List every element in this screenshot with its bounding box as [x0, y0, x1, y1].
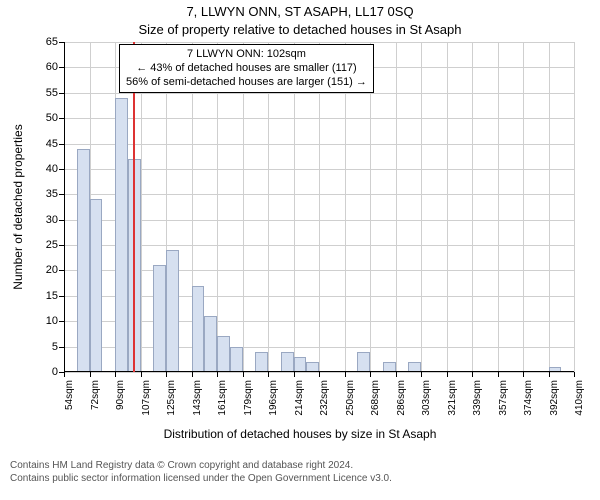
- histogram-bar: [230, 347, 243, 372]
- xtick-label: 374sqm: [523, 380, 534, 430]
- histogram-bar: [90, 199, 103, 372]
- xtick-label: 357sqm: [498, 380, 509, 430]
- xtick-mark: [447, 372, 448, 377]
- xtick-label: 392sqm: [549, 380, 560, 430]
- xtick-label: 107sqm: [141, 380, 152, 430]
- histogram-bar: [217, 336, 230, 372]
- ytick-label: 60: [36, 61, 58, 73]
- xtick-mark: [574, 372, 575, 377]
- xtick-mark: [421, 372, 422, 377]
- ytick-label: 35: [36, 188, 58, 200]
- histogram-bar: [115, 98, 128, 372]
- infobox-line3: 56% of semi-detached houses are larger (…: [126, 76, 367, 90]
- xtick-mark: [472, 372, 473, 377]
- xtick-label: 196sqm: [268, 380, 279, 430]
- ytick-label: 55: [36, 87, 58, 99]
- xtick-label: 250sqm: [345, 380, 356, 430]
- histogram-bar: [77, 149, 90, 372]
- ytick-label: 50: [36, 112, 58, 124]
- ytick-label: 0: [36, 366, 58, 378]
- histogram-bar: [281, 352, 294, 372]
- xtick-mark: [243, 372, 244, 377]
- xtick-mark: [192, 372, 193, 377]
- histogram-bar: [204, 316, 217, 372]
- ytick-label: 45: [36, 138, 58, 150]
- gridline-v: [574, 42, 575, 372]
- property-infobox: 7 LLWYN ONN: 102sqm ← 43% of detached ho…: [119, 44, 374, 93]
- ytick-label: 30: [36, 214, 58, 226]
- xtick-mark: [498, 372, 499, 377]
- ytick-label: 25: [36, 239, 58, 251]
- xtick-mark: [523, 372, 524, 377]
- xtick-mark: [217, 372, 218, 377]
- histogram-bar: [192, 286, 205, 372]
- xtick-mark: [396, 372, 397, 377]
- x-axis-line: [64, 371, 574, 372]
- infobox-line2: ← 43% of detached houses are smaller (11…: [126, 62, 367, 76]
- infobox-line1: 7 LLWYN ONN: 102sqm: [126, 48, 367, 62]
- xtick-mark: [141, 372, 142, 377]
- xtick-label: 410sqm: [574, 380, 585, 430]
- histogram-bar: [153, 265, 166, 372]
- xtick-mark: [166, 372, 167, 377]
- xtick-label: 339sqm: [472, 380, 483, 430]
- histogram-bar: [166, 250, 179, 372]
- xtick-mark: [115, 372, 116, 377]
- xtick-label: 161sqm: [217, 380, 228, 430]
- xtick-mark: [294, 372, 295, 377]
- ytick-label: 40: [36, 163, 58, 175]
- xtick-label: 125sqm: [166, 380, 177, 430]
- xtick-label: 54sqm: [64, 380, 75, 430]
- xtick-label: 232sqm: [319, 380, 330, 430]
- xtick-mark: [370, 372, 371, 377]
- xtick-label: 179sqm: [243, 380, 254, 430]
- xtick-label: 214sqm: [294, 380, 305, 430]
- y-axis-label: Number of detached properties: [11, 124, 25, 289]
- xtick-label: 90sqm: [115, 380, 126, 430]
- chart-container: 7, LLWYN ONN, ST ASAPH, LL17 0SQ Size of…: [0, 0, 600, 500]
- ytick-label: 15: [36, 290, 58, 302]
- chart-title-line1: 7, LLWYN ONN, ST ASAPH, LL17 0SQ: [0, 4, 600, 19]
- histogram-bar: [357, 352, 370, 372]
- xtick-mark: [90, 372, 91, 377]
- histogram-bar: [255, 352, 268, 372]
- xtick-label: 303sqm: [421, 380, 432, 430]
- xtick-label: 268sqm: [370, 380, 381, 430]
- xtick-mark: [64, 372, 65, 377]
- xtick-label: 72sqm: [90, 380, 101, 430]
- footnote-line1: Contains HM Land Registry data © Crown c…: [10, 460, 392, 473]
- ytick-label: 20: [36, 264, 58, 276]
- copyright-footnote: Contains HM Land Registry data © Crown c…: [10, 460, 392, 485]
- xtick-mark: [345, 372, 346, 377]
- xtick-mark: [549, 372, 550, 377]
- histogram-bar: [294, 357, 307, 372]
- xtick-mark: [268, 372, 269, 377]
- ytick-label: 5: [36, 341, 58, 353]
- y-axis-line: [64, 42, 65, 372]
- xtick-label: 143sqm: [192, 380, 203, 430]
- xtick-label: 321sqm: [447, 380, 458, 430]
- ytick-label: 65: [36, 36, 58, 48]
- ytick-label: 10: [36, 315, 58, 327]
- footnote-line2: Contains public sector information licen…: [10, 473, 392, 486]
- xtick-mark: [319, 372, 320, 377]
- xtick-label: 286sqm: [396, 380, 407, 430]
- chart-title-line2: Size of property relative to detached ho…: [0, 22, 600, 37]
